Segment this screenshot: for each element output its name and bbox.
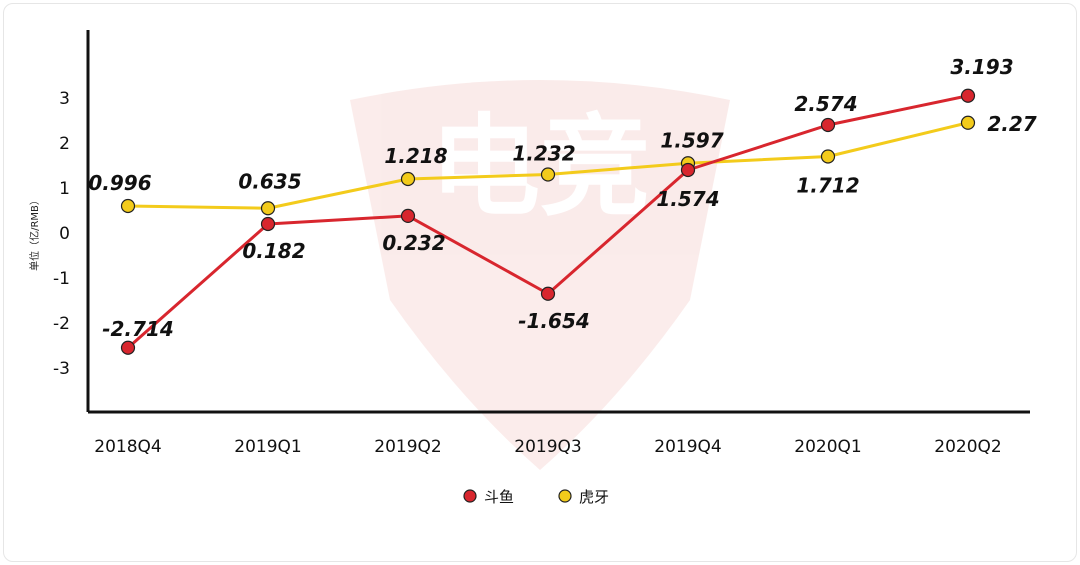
data-label: 2.574: [794, 92, 857, 116]
y-tick-label: 0: [59, 224, 70, 244]
data-point: [120, 198, 136, 214]
x-tick-label: 2020Q2: [934, 437, 1001, 457]
x-tick-label: 2020Q1: [794, 437, 861, 457]
data-point: [680, 162, 696, 178]
data-label: -1.654: [518, 309, 590, 333]
y-tick-labels: 3 2 1 0 -1 -2 -3 单位（亿/RMB）: [28, 89, 70, 379]
axes: [86, 30, 1030, 414]
y-tick-label: -3: [53, 359, 70, 379]
data-point: [820, 117, 836, 133]
legend-label: 虎牙: [579, 488, 609, 506]
legend-marker: [558, 489, 572, 503]
data-point: [820, 149, 836, 164]
data-labels: -2.714 0.182 0.232 -1.654 1.574 2.574 3.193 0.9…: [88, 55, 1036, 341]
y-axis-title: 单位（亿/RMB）: [28, 195, 41, 271]
y-tick-label: 2: [59, 134, 70, 154]
chart-frame: [3, 3, 1077, 562]
data-label: 1.232: [512, 142, 575, 166]
data-point: [540, 167, 556, 182]
y-tick-label: -1: [53, 269, 70, 289]
legend: 斗鱼 虎牙: [463, 488, 609, 506]
x-tick-label: 2019Q4: [654, 437, 721, 457]
y-tick-label: 1: [59, 179, 70, 199]
data-label: 1.597: [660, 128, 723, 152]
legend-label: 斗鱼: [484, 488, 514, 506]
legend-marker: [463, 489, 477, 503]
data-point: [120, 340, 136, 355]
x-category-labels: 2018Q4 2019Q1 2019Q2 2019Q3 2019Q4 2020Q1 2020…: [94, 437, 1001, 457]
data-point: [260, 201, 276, 216]
data-label: 1.574: [656, 187, 719, 211]
y-tick-label: -2: [53, 314, 70, 334]
data-label: 0.182: [242, 239, 305, 263]
data-point: [400, 171, 416, 187]
data-point: [960, 115, 976, 130]
x-tick-label: 2019Q1: [234, 437, 301, 457]
data-label: 3.193: [950, 55, 1013, 79]
watermark-text: 电竞: [430, 103, 650, 231]
y-tick-label: 3: [59, 89, 70, 109]
data-label: 1.218: [384, 144, 447, 168]
data-label: -2.714: [102, 317, 174, 341]
data-point: [960, 88, 976, 103]
data-point: [540, 286, 556, 301]
x-tick-label: 2019Q3: [514, 437, 581, 457]
x-tick-label: 2019Q2: [374, 437, 441, 457]
x-tick-label: 2018Q4: [94, 437, 161, 457]
data-label: 0.635: [238, 169, 301, 193]
data-label: 0.232: [382, 231, 445, 255]
series-points: [120, 88, 976, 355]
data-point: [400, 208, 416, 223]
data-label: 0.996: [88, 171, 151, 195]
data-label: 1.712: [796, 174, 859, 198]
data-label: 2.27: [987, 112, 1036, 136]
data-point: [260, 216, 276, 232]
